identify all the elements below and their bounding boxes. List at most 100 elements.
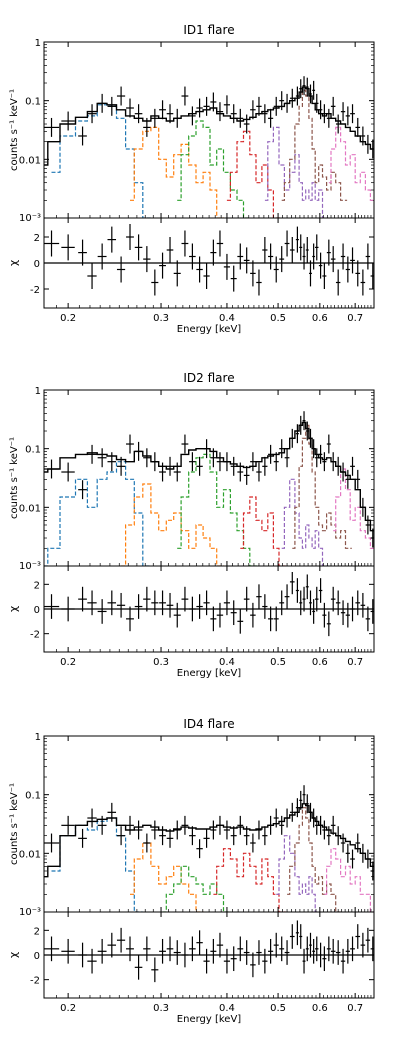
residual-point bbox=[243, 586, 250, 612]
residual-point bbox=[181, 586, 189, 612]
residual-point bbox=[78, 239, 87, 266]
y-tick-label: 0.01 bbox=[19, 849, 41, 860]
model-component-4 bbox=[213, 848, 286, 912]
data-point bbox=[305, 77, 309, 97]
residual-point bbox=[107, 932, 117, 958]
residual-point bbox=[360, 269, 366, 296]
residual-point bbox=[151, 590, 159, 616]
data-point bbox=[326, 108, 331, 128]
residual-points bbox=[44, 572, 374, 637]
residual-point bbox=[216, 932, 224, 958]
model-component-3 bbox=[177, 120, 251, 218]
data-point bbox=[151, 108, 159, 128]
residual-point bbox=[196, 594, 203, 619]
data-point bbox=[355, 833, 361, 853]
data-point bbox=[273, 808, 279, 828]
residual-point bbox=[273, 606, 279, 632]
residual-point bbox=[134, 594, 143, 619]
data-point bbox=[189, 106, 196, 126]
data-point bbox=[322, 104, 327, 124]
residual-point bbox=[355, 260, 361, 287]
data-point bbox=[196, 839, 203, 859]
residual-point bbox=[335, 590, 341, 616]
data-point bbox=[322, 820, 327, 840]
residual-point bbox=[318, 578, 323, 603]
residual-point bbox=[134, 234, 143, 261]
x-tick-label: 0.7 bbox=[347, 657, 363, 668]
x-tick-label: 0.2 bbox=[60, 657, 76, 668]
data-point bbox=[268, 108, 274, 128]
data-point bbox=[355, 117, 361, 137]
residual-point bbox=[370, 599, 374, 624]
data-point bbox=[273, 96, 279, 116]
residual-point bbox=[355, 924, 361, 949]
data-point bbox=[203, 439, 210, 459]
data-point bbox=[289, 802, 295, 822]
model-component-2 bbox=[130, 126, 224, 218]
residual-point bbox=[322, 602, 327, 628]
residual-tick-label: -2 bbox=[30, 630, 40, 641]
residual-point bbox=[181, 230, 189, 257]
residual-point bbox=[299, 234, 303, 261]
residual-point bbox=[61, 596, 75, 622]
x-tick-label: 0.6 bbox=[312, 1003, 328, 1014]
residual-point bbox=[126, 606, 134, 632]
data-point bbox=[210, 820, 217, 840]
residual-point bbox=[295, 578, 299, 603]
residual-point bbox=[340, 243, 346, 270]
total-model-line bbox=[44, 421, 374, 532]
residual-point bbox=[330, 586, 336, 612]
residual-point bbox=[126, 936, 134, 962]
residual-point bbox=[309, 590, 312, 616]
residual-point bbox=[315, 936, 319, 962]
residual-point bbox=[355, 590, 361, 616]
residual-point bbox=[173, 260, 181, 287]
data-point bbox=[299, 79, 303, 99]
total-model-line bbox=[44, 86, 374, 166]
residual-tick-label: 2 bbox=[34, 580, 40, 591]
residual-point bbox=[181, 942, 189, 968]
residual-point bbox=[295, 226, 299, 253]
data-point bbox=[87, 104, 97, 124]
residual-axis-label: χ bbox=[7, 951, 20, 958]
x-axis-label: Energy [keV] bbox=[177, 324, 242, 335]
residual-point bbox=[196, 930, 203, 955]
spectrum-frame bbox=[43, 41, 375, 219]
residual-point bbox=[61, 234, 75, 261]
residual-point bbox=[189, 596, 196, 622]
residual-point bbox=[256, 584, 262, 609]
data-point bbox=[268, 815, 274, 835]
data-point bbox=[210, 448, 217, 468]
y-axis-label: counts s⁻¹ keV⁻¹ bbox=[9, 437, 20, 519]
data-point bbox=[151, 452, 159, 472]
data-points bbox=[44, 76, 374, 159]
residual-point bbox=[223, 253, 231, 280]
residual-point bbox=[159, 938, 166, 964]
data-point bbox=[284, 808, 290, 828]
residual-point bbox=[326, 611, 331, 637]
y-tick-label: 10⁻³ bbox=[19, 213, 41, 224]
model-component-7 bbox=[333, 468, 374, 549]
data-point bbox=[173, 820, 181, 840]
data-point bbox=[350, 104, 355, 124]
residual-tick-label: 0 bbox=[34, 951, 40, 962]
model-components bbox=[51, 89, 374, 218]
residual-point bbox=[116, 927, 126, 953]
data-point bbox=[216, 102, 224, 122]
data-point bbox=[143, 117, 151, 137]
residual-point bbox=[345, 256, 350, 283]
residual-point bbox=[256, 269, 262, 296]
data-point bbox=[97, 815, 107, 835]
residual-point bbox=[305, 936, 309, 962]
data-point bbox=[302, 785, 306, 805]
residual-point bbox=[284, 940, 290, 965]
panel-1: ID1 flare 10⁻³ 0.01 0.1 1 counts s⁻¹ keV⁻¹ -2 0… bbox=[7, 23, 375, 335]
data-point bbox=[143, 833, 151, 853]
residual-point bbox=[237, 936, 244, 962]
x-tick-label: 0.5 bbox=[270, 1003, 286, 1014]
residual-point bbox=[312, 599, 316, 624]
data-point bbox=[315, 448, 319, 468]
data-point bbox=[345, 843, 350, 863]
data-point bbox=[230, 456, 237, 476]
